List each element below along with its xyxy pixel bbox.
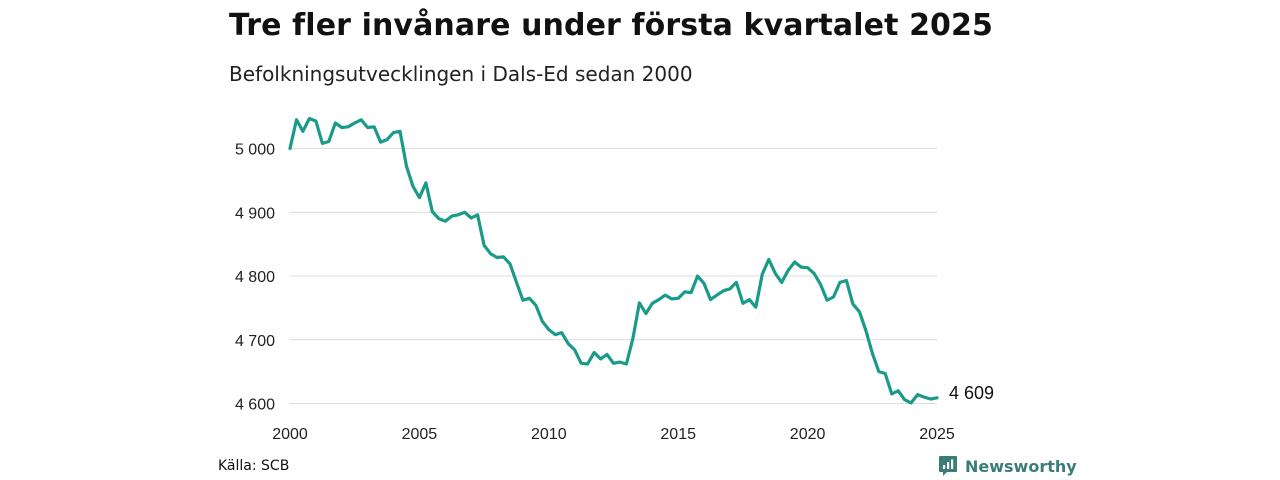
y-tick-label: 5 000 xyxy=(235,142,275,159)
y-axis-ticks: 4 600 4 700 4 800 4 900 5 000 xyxy=(235,142,275,414)
x-tick-label: 2015 xyxy=(660,426,696,443)
population-line xyxy=(288,116,939,405)
x-tick-label: 2005 xyxy=(402,426,438,443)
x-axis-ticks: 2000 2005 2010 2015 2020 2025 xyxy=(272,426,955,443)
brand-name: Newsworthy xyxy=(965,456,1077,476)
y-tick-label: 4 700 xyxy=(235,333,275,350)
series-population xyxy=(288,116,939,405)
chart-subtitle: Befolkningsutvecklingen i Dals-Ed sedan … xyxy=(229,62,693,86)
newsworthy-logo-icon xyxy=(939,456,957,476)
end-value-label-group: 4 609 xyxy=(949,383,994,403)
newsworthy-logo[interactable]: Newsworthy xyxy=(938,455,1077,477)
gridlines xyxy=(290,148,937,404)
x-tick-label: 2000 xyxy=(272,426,308,443)
y-tick-label: 4 800 xyxy=(235,269,275,286)
y-tick-label: 4 900 xyxy=(235,205,275,222)
end-value-label: 4 609 xyxy=(949,383,994,403)
x-tick-label: 2025 xyxy=(919,426,955,443)
y-tick-label: 4 600 xyxy=(235,397,275,414)
x-tick-label: 2010 xyxy=(531,426,567,443)
x-tick-label: 2020 xyxy=(790,426,826,443)
source-note: Källa: SCB xyxy=(218,458,290,474)
chart-title: Tre fler invånare under första kvartalet… xyxy=(229,8,993,43)
